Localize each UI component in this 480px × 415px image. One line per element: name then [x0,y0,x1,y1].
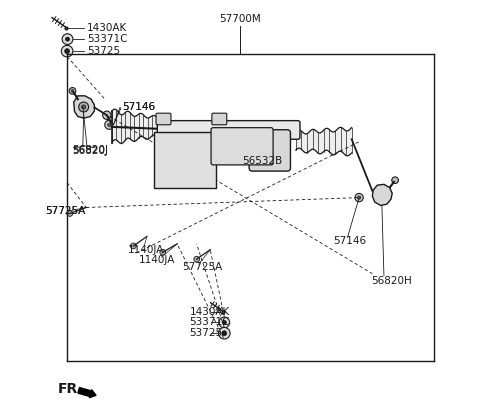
Text: 1140JA: 1140JA [128,245,164,255]
Circle shape [218,327,230,339]
Text: 56820H: 56820H [372,276,412,286]
Polygon shape [372,184,392,205]
Text: 56532B: 56532B [242,156,283,166]
Text: FR.: FR. [58,383,84,396]
Text: 57700M: 57700M [219,14,261,24]
Text: 57146: 57146 [122,103,155,112]
Text: 57725A: 57725A [45,206,85,216]
FancyBboxPatch shape [249,130,290,171]
Circle shape [79,102,89,112]
Circle shape [67,210,72,216]
Text: 57146: 57146 [334,236,367,246]
Text: 57725A: 57725A [182,262,222,273]
Text: 53371C: 53371C [87,34,128,44]
Circle shape [380,193,384,197]
Circle shape [358,196,361,199]
Text: 56820J: 56820J [72,145,108,156]
FancyBboxPatch shape [212,113,227,125]
Circle shape [69,88,76,94]
Circle shape [355,193,363,202]
Polygon shape [74,96,95,118]
Text: 57725A: 57725A [45,206,85,216]
Circle shape [103,111,111,120]
Circle shape [62,34,73,44]
Circle shape [377,190,387,200]
Text: 56820J: 56820J [72,146,108,156]
Circle shape [219,317,229,328]
Circle shape [108,123,111,127]
Circle shape [247,142,258,153]
Circle shape [61,45,73,57]
Circle shape [194,256,200,262]
FancyBboxPatch shape [154,132,216,188]
Text: 1430AK: 1430AK [190,307,230,317]
Circle shape [131,243,136,249]
Text: 53371C: 53371C [190,317,230,327]
Circle shape [82,105,86,109]
FancyArrow shape [78,388,96,398]
Circle shape [392,177,398,183]
Circle shape [65,37,70,41]
FancyBboxPatch shape [211,128,273,165]
Text: 53725: 53725 [87,46,120,56]
Circle shape [71,90,74,92]
Circle shape [160,249,166,255]
Circle shape [65,49,70,54]
Text: 1140JA: 1140JA [139,256,175,266]
Text: 53725: 53725 [190,328,223,338]
Circle shape [105,120,114,129]
Circle shape [222,320,227,325]
FancyBboxPatch shape [156,113,171,125]
Text: 57146: 57146 [122,103,155,112]
Text: 1430AK: 1430AK [87,22,127,33]
Circle shape [251,146,254,149]
FancyBboxPatch shape [157,121,300,139]
Circle shape [222,331,227,336]
